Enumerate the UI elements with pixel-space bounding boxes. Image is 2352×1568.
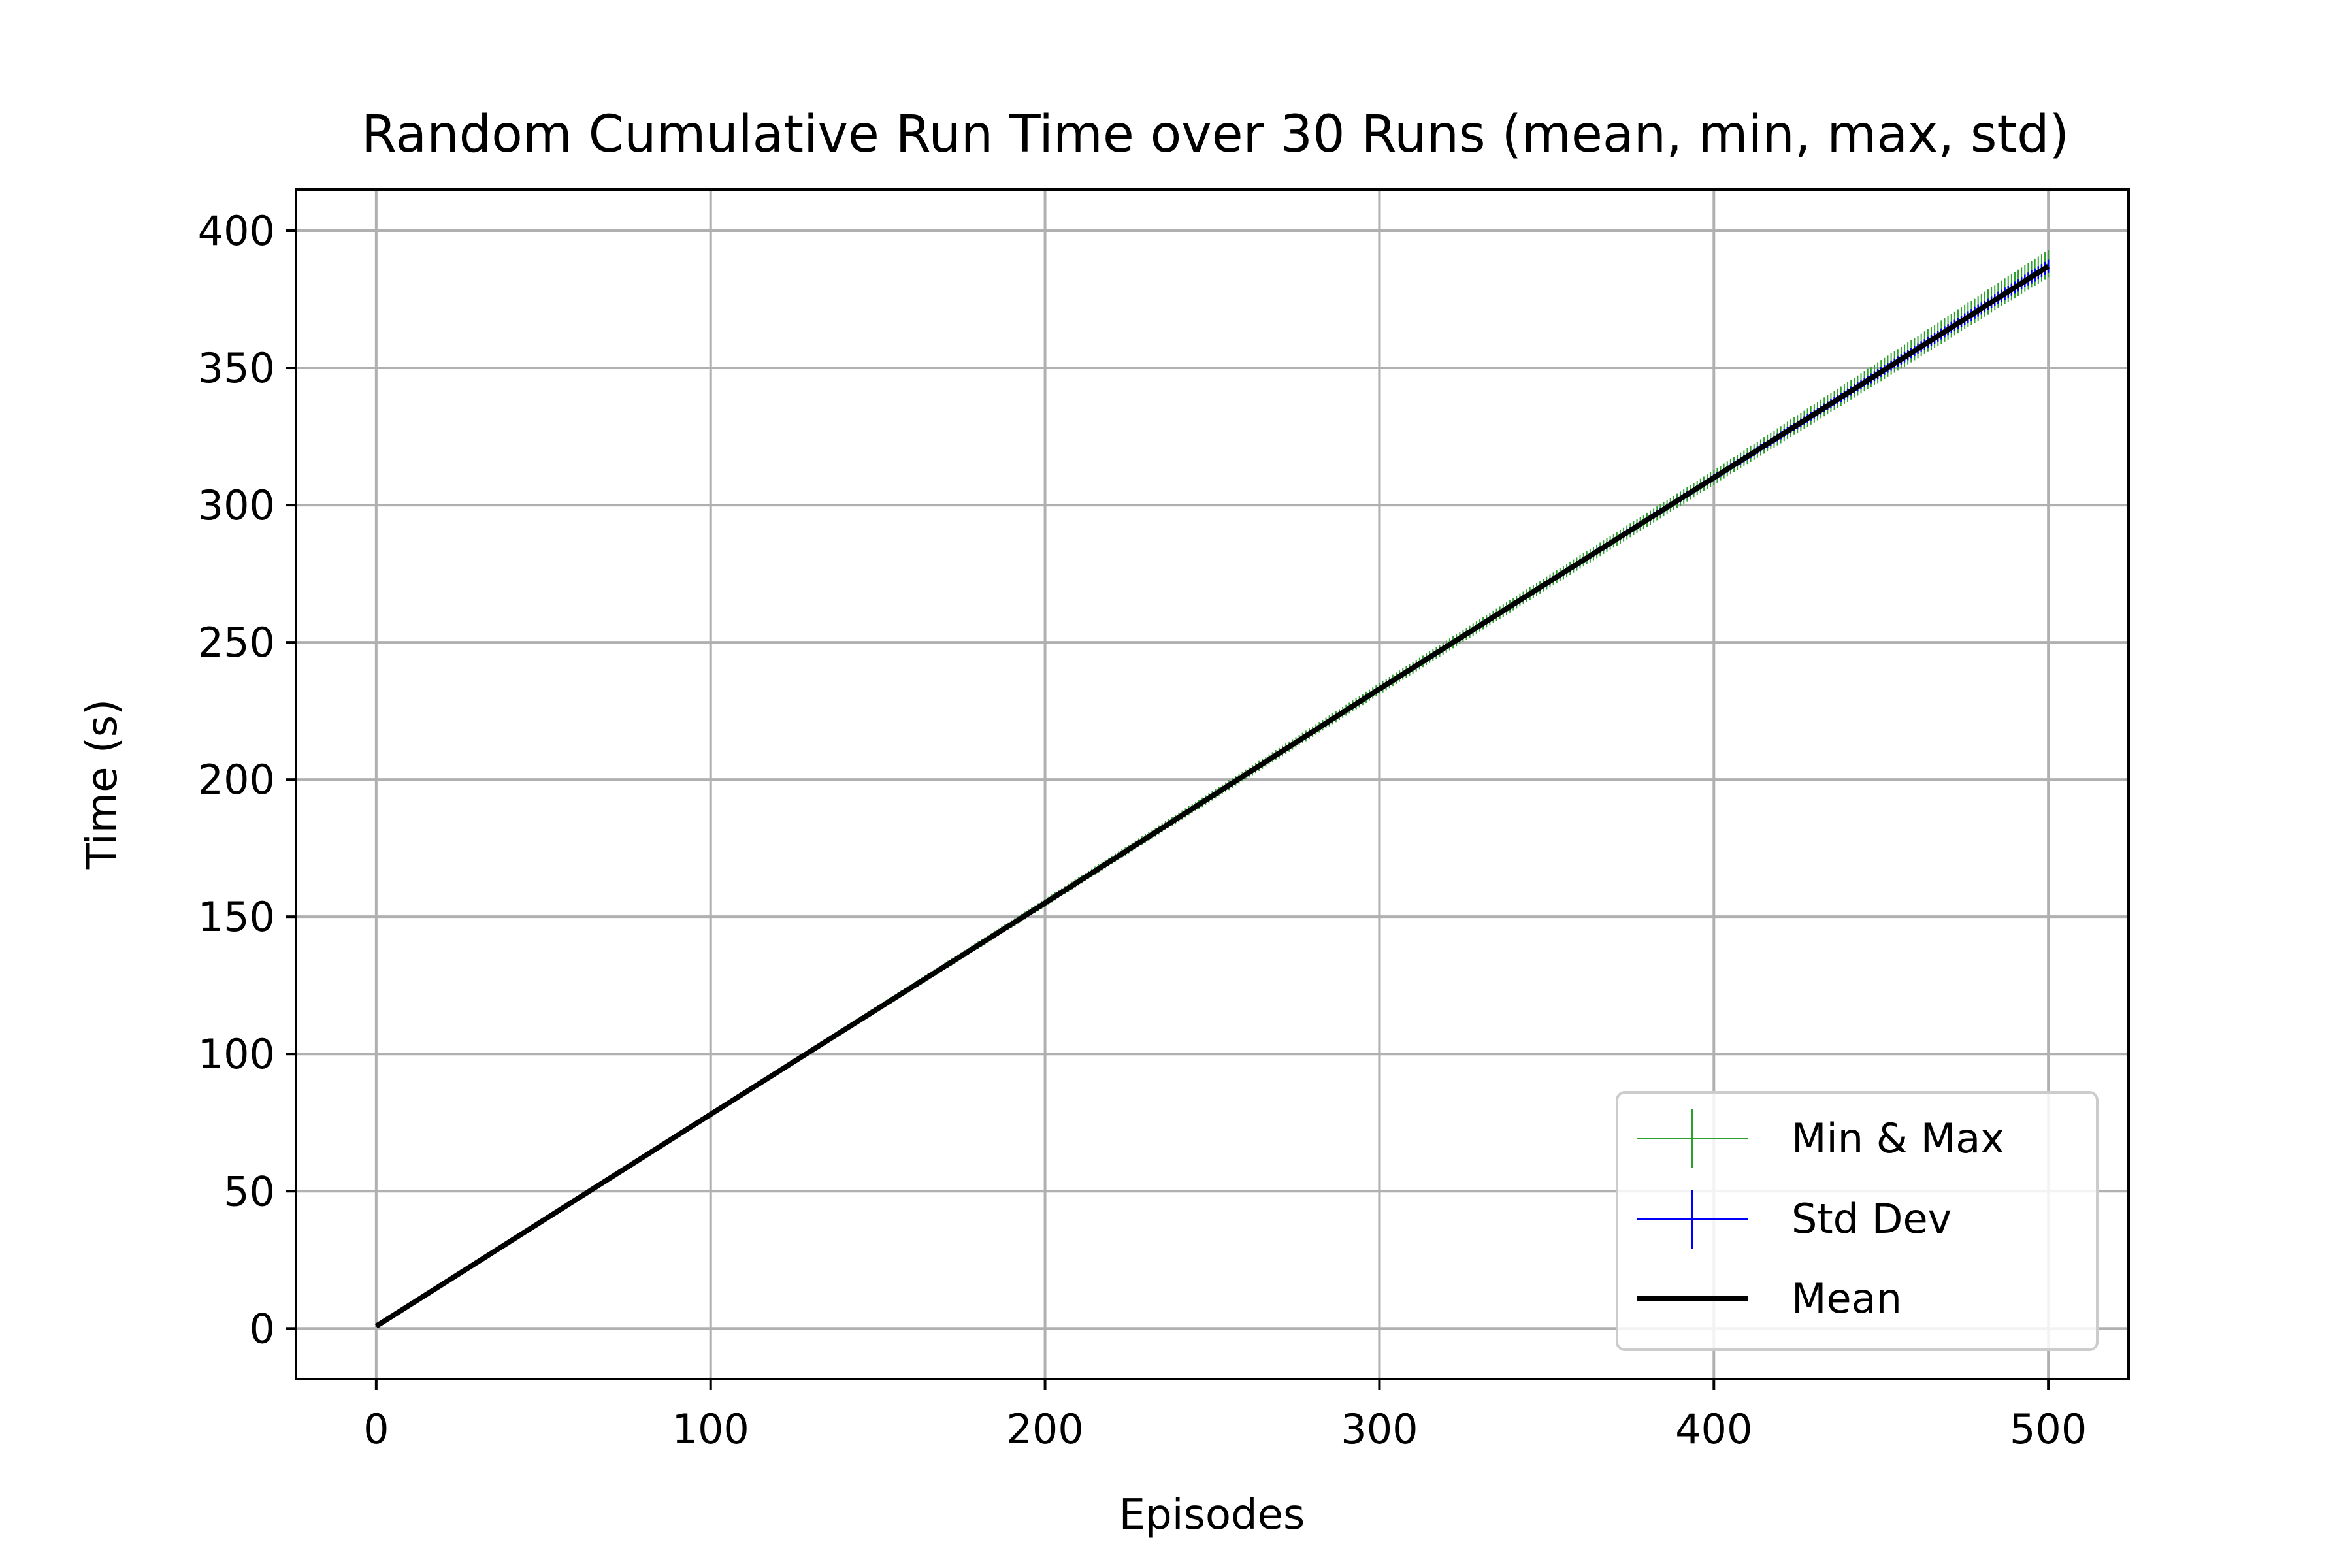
x-axis-label: Episodes [1119,1491,1305,1539]
y-axis-label: Time (s) [78,699,127,870]
grid [296,189,2129,1379]
x-tick-label: 0 [363,1405,389,1453]
y-tick-label: 100 [198,1030,275,1078]
y-axis: 0 50 100 150 200 250 300 350 400 [198,207,296,1352]
legend: Min & Max Std Dev Mean [1616,1091,2099,1351]
y-tick-label: 350 [198,344,275,392]
legend-label-min-max: Min & Max [1791,1115,2004,1162]
y-tick-label: 200 [198,756,275,804]
legend-label-std-dev: Std Dev [1791,1195,1952,1243]
x-tick-label: 400 [1675,1405,1752,1453]
legend-marker-min-max [1637,1109,1748,1168]
plot-series [374,250,2050,1329]
x-tick-label: 300 [1341,1405,1418,1453]
chart-title: Random Cumulative Run Time over 30 Runs … [361,105,2069,164]
x-tick-label: 500 [2010,1405,2087,1453]
x-tick-label: 200 [1006,1405,1083,1453]
legend-marker-std-dev [1637,1190,1748,1249]
y-tick-label: 250 [198,619,275,666]
y-tick-label: 0 [250,1305,275,1352]
x-axis: 0 100 200 300 400 500 [363,1379,2087,1453]
y-tick-label: 300 [198,482,275,529]
y-tick-label: 150 [198,893,275,941]
legend-box [1616,1091,2099,1351]
y-tick-label: 400 [198,207,275,255]
series-mean-line [374,264,2050,1329]
y-tick-label: 50 [223,1168,275,1215]
legend-label-mean: Mean [1791,1275,1902,1322]
x-tick-label: 100 [672,1405,749,1453]
axes-frame [295,188,2130,1380]
